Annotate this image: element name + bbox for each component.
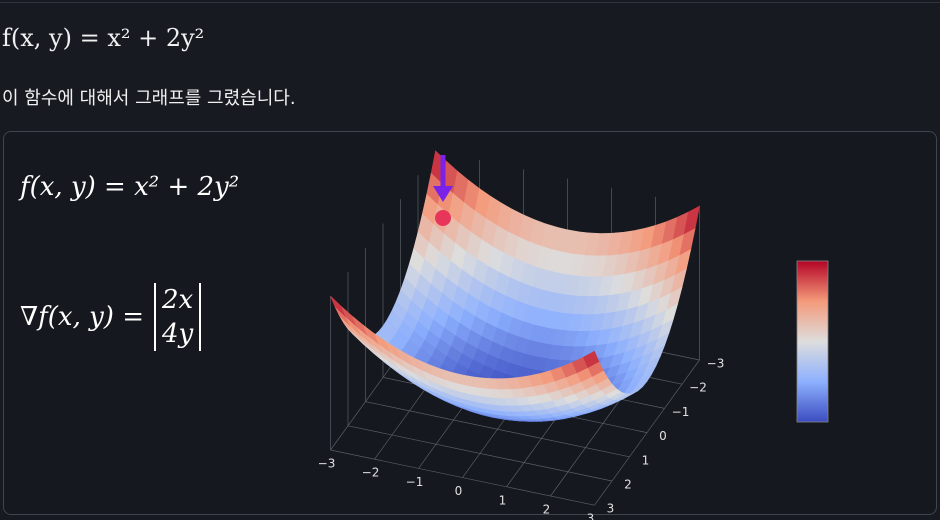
x-tick-label: 2: [543, 503, 551, 517]
y-tick-label: −3: [707, 357, 725, 371]
divider: [0, 2, 940, 3]
gradient-matrix: 2x 4y: [154, 283, 202, 351]
y-tick-label: −2: [689, 381, 707, 395]
floor-grid: [594, 359, 700, 506]
y-tick-label: 3: [607, 502, 615, 516]
gradient-equation: ∇f(x, y) = 2x 4y: [20, 283, 202, 351]
x-tick-label: 3: [587, 512, 595, 520]
function-equation: f(x, y) = x² + 2y²: [20, 172, 240, 202]
floor-grid: [330, 449, 595, 506]
header-formula: f(x, y) = x² + 2y²: [2, 24, 205, 52]
gradient-lhs: ∇f(x, y) =: [20, 302, 144, 332]
y-tick-label: −1: [672, 405, 690, 419]
description: 이 함수에 대해서 그래프를 그렸습니다.: [2, 88, 296, 109]
x-tick-label: −3: [318, 457, 336, 471]
x-tick-label: −2: [362, 466, 380, 480]
point-marker: [435, 210, 451, 226]
x-tick-label: 0: [455, 484, 463, 498]
colorbar: [796, 260, 829, 423]
x-tick-label: 1: [499, 493, 507, 507]
y-tick-label: 2: [624, 478, 632, 492]
surface-patch: [583, 350, 600, 368]
floor-grid: [347, 425, 613, 482]
matrix-entry: 2x: [162, 285, 194, 315]
matrix-entry: 4y: [162, 319, 194, 349]
x-tick-label: −1: [406, 475, 424, 489]
arrow-head: [433, 186, 453, 202]
y-tick-label: 0: [659, 429, 667, 443]
surface: [330, 150, 700, 422]
y-tick-label: 1: [642, 453, 650, 467]
